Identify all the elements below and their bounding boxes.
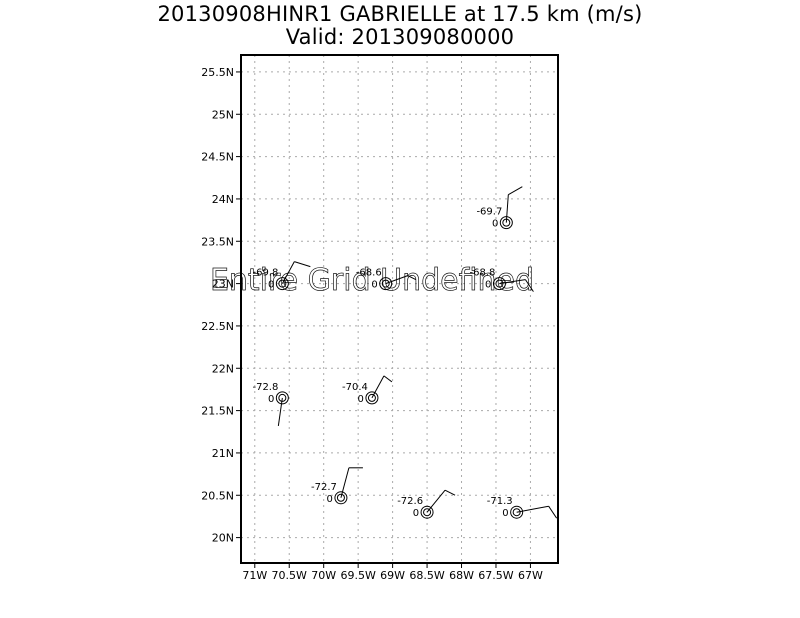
station-ring-outer [334, 491, 348, 505]
station-marker: -68.80 [470, 268, 506, 291]
wind-barb [277, 397, 283, 426]
map-title: 20130908HINR1 GABRIELLE at 17.5 km (m/s) [157, 2, 643, 26]
station-count: 0 [358, 394, 364, 405]
station-count: 0 [413, 508, 419, 519]
wind-barb-segment [277, 397, 283, 426]
station-marker: -69.80 [252, 268, 289, 291]
observation-layer: -69.70-69.80-68.60-68.80-72.80-70.40-72.… [252, 207, 524, 519]
wind-barb-segment [548, 505, 558, 519]
station-ring-inner [495, 279, 504, 288]
wind-barb-segment [499, 279, 526, 285]
wind-barb-segment [426, 489, 446, 513]
station-ring-outer [510, 505, 524, 519]
station-ring-outer [492, 277, 506, 291]
station-marker: -72.70 [311, 482, 348, 505]
wind-barb-segment [505, 194, 509, 223]
station-ring-inner [278, 279, 287, 288]
station-ring-outer [275, 391, 289, 405]
undefined-grid-watermark: Entire Grid Undefined [210, 263, 534, 298]
station-value: -69.8 [252, 268, 278, 279]
wind-barb-segment [383, 375, 393, 383]
station-value: -68.8 [470, 268, 496, 279]
station-marker: -72.80 [252, 382, 289, 405]
station-ring-inner [423, 508, 432, 517]
station-ring-outer [379, 277, 393, 291]
station-ring-inner [381, 279, 390, 288]
station-count: 0 [268, 394, 274, 405]
station-count: 0 [268, 280, 274, 291]
station-marker: -71.30 [487, 496, 524, 519]
map-frame [240, 54, 559, 564]
wind-barb-segment [340, 467, 350, 498]
y-tick-label: 21N [212, 447, 234, 460]
station-ring-inner [336, 493, 345, 502]
wind-barb-segment [444, 489, 456, 496]
station-value: -71.3 [487, 496, 513, 507]
wind-barb-segment [371, 375, 385, 399]
station-value: -70.4 [342, 382, 368, 393]
station-value: -68.6 [356, 268, 382, 279]
wind-barb-segment [508, 186, 523, 196]
x-tick-label: 70W [311, 569, 336, 582]
x-tick-label: 70.5W [272, 569, 307, 582]
x-tick-label: 68.5W [409, 569, 444, 582]
x-tick-label: 68W [449, 569, 474, 582]
wind-barb [340, 467, 363, 498]
wind-barb-segment [525, 279, 534, 292]
x-tick-label: 67.5W [478, 569, 513, 582]
y-tick-label: 24N [212, 193, 234, 206]
y-tick-label: 21.5N [201, 405, 234, 418]
station-marker: -68.60 [356, 268, 393, 291]
y-tick-label: 22N [212, 362, 234, 375]
wind-barb [516, 505, 558, 519]
station-marker: -72.60 [397, 496, 434, 519]
station-value: -72.7 [311, 482, 337, 493]
station-value: -69.7 [476, 207, 502, 218]
longitude-axis: 71W 70.5W 70W 69.5W 69W 68.5W 68W 67.5W 67W [242, 563, 543, 582]
wind-barb-segment [294, 261, 311, 268]
y-tick-label: 25N [212, 108, 234, 121]
station-count: 0 [502, 508, 508, 519]
wind-barb-segment [281, 261, 295, 284]
wind-barb [371, 375, 393, 399]
y-tick-label: 22.5N [201, 320, 234, 333]
wind-barb [385, 275, 416, 285]
station-value: -72.6 [397, 496, 423, 507]
wind-barb-segment [407, 275, 416, 281]
station-ring-outer [275, 277, 289, 291]
wind-barb [505, 186, 523, 223]
station-count: 0 [327, 494, 333, 505]
grid-lines [241, 55, 558, 563]
station-count: 0 [492, 219, 498, 230]
valid-time: Valid: 201309080000 [285, 25, 515, 49]
wind-barb-segment [385, 275, 408, 285]
wind-barb-layer [277, 186, 558, 519]
x-tick-label: 69.5W [340, 569, 375, 582]
y-tick-label: 23N [212, 278, 234, 291]
station-count: 0 [485, 280, 491, 291]
y-tick-label: 25.5N [201, 66, 234, 79]
x-tick-label: 67W [518, 569, 543, 582]
wind-barb [281, 261, 311, 284]
station-ring-outer [420, 505, 434, 519]
wind-barb [426, 489, 456, 513]
latitude-axis: 20N 20.5N 21N 21.5N 22N 22.5N 23N 23.5N 24N 24.5N… [201, 66, 241, 545]
wind-barb-segment [516, 505, 549, 513]
wind-barb [499, 279, 534, 292]
station-count: 0 [371, 280, 377, 291]
y-tick-label: 24.5N [201, 151, 234, 164]
y-tick-label: 20N [212, 532, 234, 545]
x-tick-label: 69W [380, 569, 405, 582]
station-ring-inner [512, 508, 521, 517]
y-tick-label: 23.5N [201, 235, 234, 248]
station-marker: -70.40 [342, 382, 379, 405]
station-ring-outer [365, 391, 379, 405]
station-value: -72.8 [252, 382, 278, 393]
y-tick-label: 20.5N [201, 489, 234, 502]
station-ring-inner [367, 393, 376, 402]
x-tick-label: 71W [242, 569, 267, 582]
